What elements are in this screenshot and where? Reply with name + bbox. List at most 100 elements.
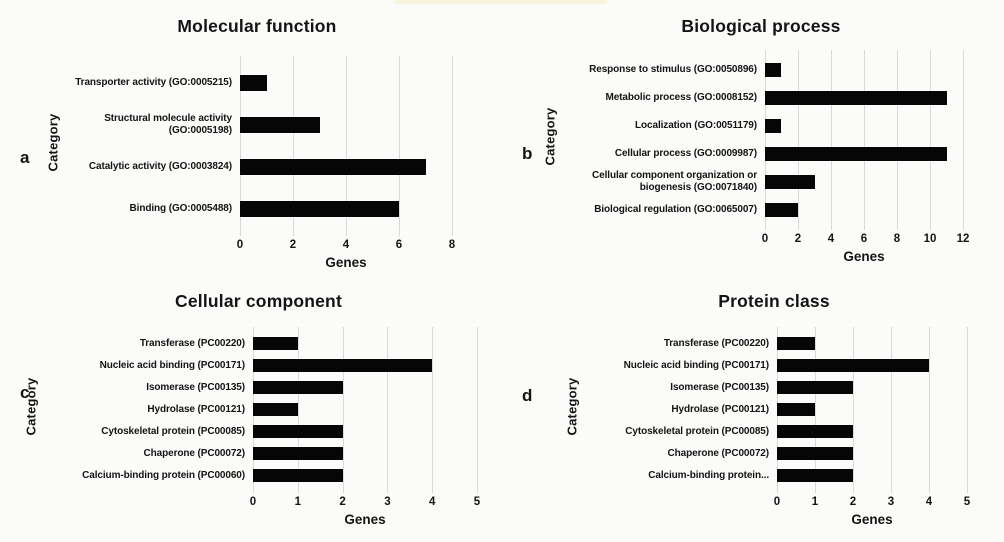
y-axis-label: Category xyxy=(564,377,580,436)
bar xyxy=(765,146,947,161)
x-axis-label: Genes xyxy=(344,511,386,527)
bar-track xyxy=(253,443,477,465)
category-label: Isomerase (PC00135) xyxy=(146,381,245,393)
bar xyxy=(765,202,798,217)
x-tick-label: 4 xyxy=(428,495,436,508)
category-label: Calcium-binding protein... xyxy=(648,469,769,481)
y-axis-label: Category xyxy=(45,113,61,172)
bar-track xyxy=(253,377,477,399)
gridline xyxy=(797,49,799,230)
x-tick-label: 3 xyxy=(887,495,895,508)
bar-track xyxy=(240,146,452,188)
bar-row: Response to stimulus (GO:0050896) xyxy=(559,56,1004,84)
gridline xyxy=(477,326,478,493)
x-tick-label: 0 xyxy=(773,495,781,508)
x-tick-label: 0 xyxy=(249,495,257,508)
gridline xyxy=(830,49,832,230)
bar-row: Transporter activity (GO:0005215) xyxy=(62,62,502,104)
chart-title: Biological process xyxy=(681,16,841,36)
bar-chart: Transporter activity (GO:0005215) Structu… xyxy=(62,55,502,236)
bar-row: Hydrolase (PC00121) xyxy=(581,399,1004,421)
bar-row: Isomerase (PC00135) xyxy=(40,377,502,399)
panel-biological-process: b Biological process Category Response t… xyxy=(502,0,1004,271)
x-tick-label: 2 xyxy=(339,495,346,508)
bar xyxy=(253,337,298,351)
x-tick-label: 10 xyxy=(923,232,937,245)
bar-track xyxy=(240,188,452,230)
panel-letter-a: a xyxy=(20,148,30,167)
x-tick-label: 2 xyxy=(289,238,297,251)
bar xyxy=(240,158,426,175)
category-label: Localization (GO:0051179) xyxy=(635,119,757,131)
gridline xyxy=(864,49,865,230)
gridline xyxy=(930,49,931,230)
gridline xyxy=(240,55,241,236)
y-axis-label: Category xyxy=(23,377,39,436)
x-tick-label: 3 xyxy=(384,495,391,508)
chart-body: Category Transporter activity (GO:000521… xyxy=(44,55,502,270)
gridline xyxy=(929,326,930,493)
bar xyxy=(777,447,853,461)
category-label: Structural molecule activity (GO:0005198… xyxy=(104,112,232,136)
gridline xyxy=(765,49,766,230)
y-axis-label-container: Category xyxy=(563,327,581,527)
x-tick-label: 4 xyxy=(827,232,835,245)
top-artifact-strip xyxy=(395,0,607,4)
y-axis-label-container: Category xyxy=(541,50,559,264)
gridline xyxy=(399,55,400,236)
panel-letter-c: c xyxy=(20,383,30,402)
x-tick-label: 0 xyxy=(761,232,769,245)
category-label: Transferase (PC00220) xyxy=(663,337,769,349)
bar xyxy=(253,359,433,373)
bar-track xyxy=(253,421,477,443)
bar-track xyxy=(765,112,963,140)
bar-row: Transferase (PC00220) xyxy=(581,333,1004,355)
bar-row: Localization (GO:0051179) xyxy=(559,112,1004,140)
gridline xyxy=(853,326,854,493)
x-tick-label: 5 xyxy=(473,495,481,508)
bar-row: Transferase (PC00220) xyxy=(40,333,502,355)
category-label: Hydrolase (PC00121) xyxy=(671,403,769,415)
bar xyxy=(777,337,815,351)
bar-row: Catalytic activity (GO:0003824) xyxy=(62,146,502,188)
bar-row: Metabolic process (GO:0008152) xyxy=(559,84,1004,112)
x-axis-label: Genes xyxy=(325,254,367,270)
chart-title: Protein class xyxy=(718,291,830,311)
category-label: Metabolic process (GO:0008152) xyxy=(605,91,757,103)
bar xyxy=(253,381,343,395)
bar-track xyxy=(777,399,967,421)
x-axis-ticks: 0 1 2 3 4 5 xyxy=(773,495,970,511)
category-label: Cellular component organization or bioge… xyxy=(592,169,757,193)
category-label: Hydrolase (PC00121) xyxy=(147,403,245,415)
x-tick-label: 4 xyxy=(925,495,933,508)
bar xyxy=(765,174,815,189)
gridline xyxy=(896,49,898,230)
category-label: Chaperone (PC00072) xyxy=(667,447,770,459)
y-axis-label-container: Category xyxy=(44,56,62,270)
category-label: Calcium-binding protein (PC00060) xyxy=(82,469,245,481)
bar xyxy=(777,425,853,439)
x-axis-label: Genes xyxy=(843,248,885,264)
panel-letter-b: b xyxy=(522,144,533,163)
bar xyxy=(240,200,399,217)
x-tick-label: 1 xyxy=(294,495,301,508)
bar-row: Cellular component organization or bioge… xyxy=(559,168,1004,196)
x-axis-ticks: 0 1 2 3 4 5 xyxy=(249,495,481,511)
gridline xyxy=(432,326,434,493)
bar xyxy=(240,116,320,133)
bar-row: Nucleic acid binding (PC00171) xyxy=(581,355,1004,377)
x-tick-label: 2 xyxy=(794,232,802,245)
category-label: Response to stimulus (GO:0050896) xyxy=(589,63,757,75)
gridline xyxy=(342,326,344,493)
bar-row: Binding (GO:0005488) xyxy=(62,188,502,230)
category-label: Transporter activity (GO:0005215) xyxy=(75,76,232,88)
bar-row: Cytoskeletal protein (PC00085) xyxy=(40,421,502,443)
bar-track xyxy=(777,377,967,399)
bar-track xyxy=(240,104,452,146)
panel-letter-d: d xyxy=(522,386,533,405)
bar-row: Hydrolase (PC00121) xyxy=(40,399,502,421)
bar xyxy=(777,359,929,373)
bar-row: Structural molecule activity (GO:0005198… xyxy=(62,104,502,146)
bar-track xyxy=(777,443,967,465)
